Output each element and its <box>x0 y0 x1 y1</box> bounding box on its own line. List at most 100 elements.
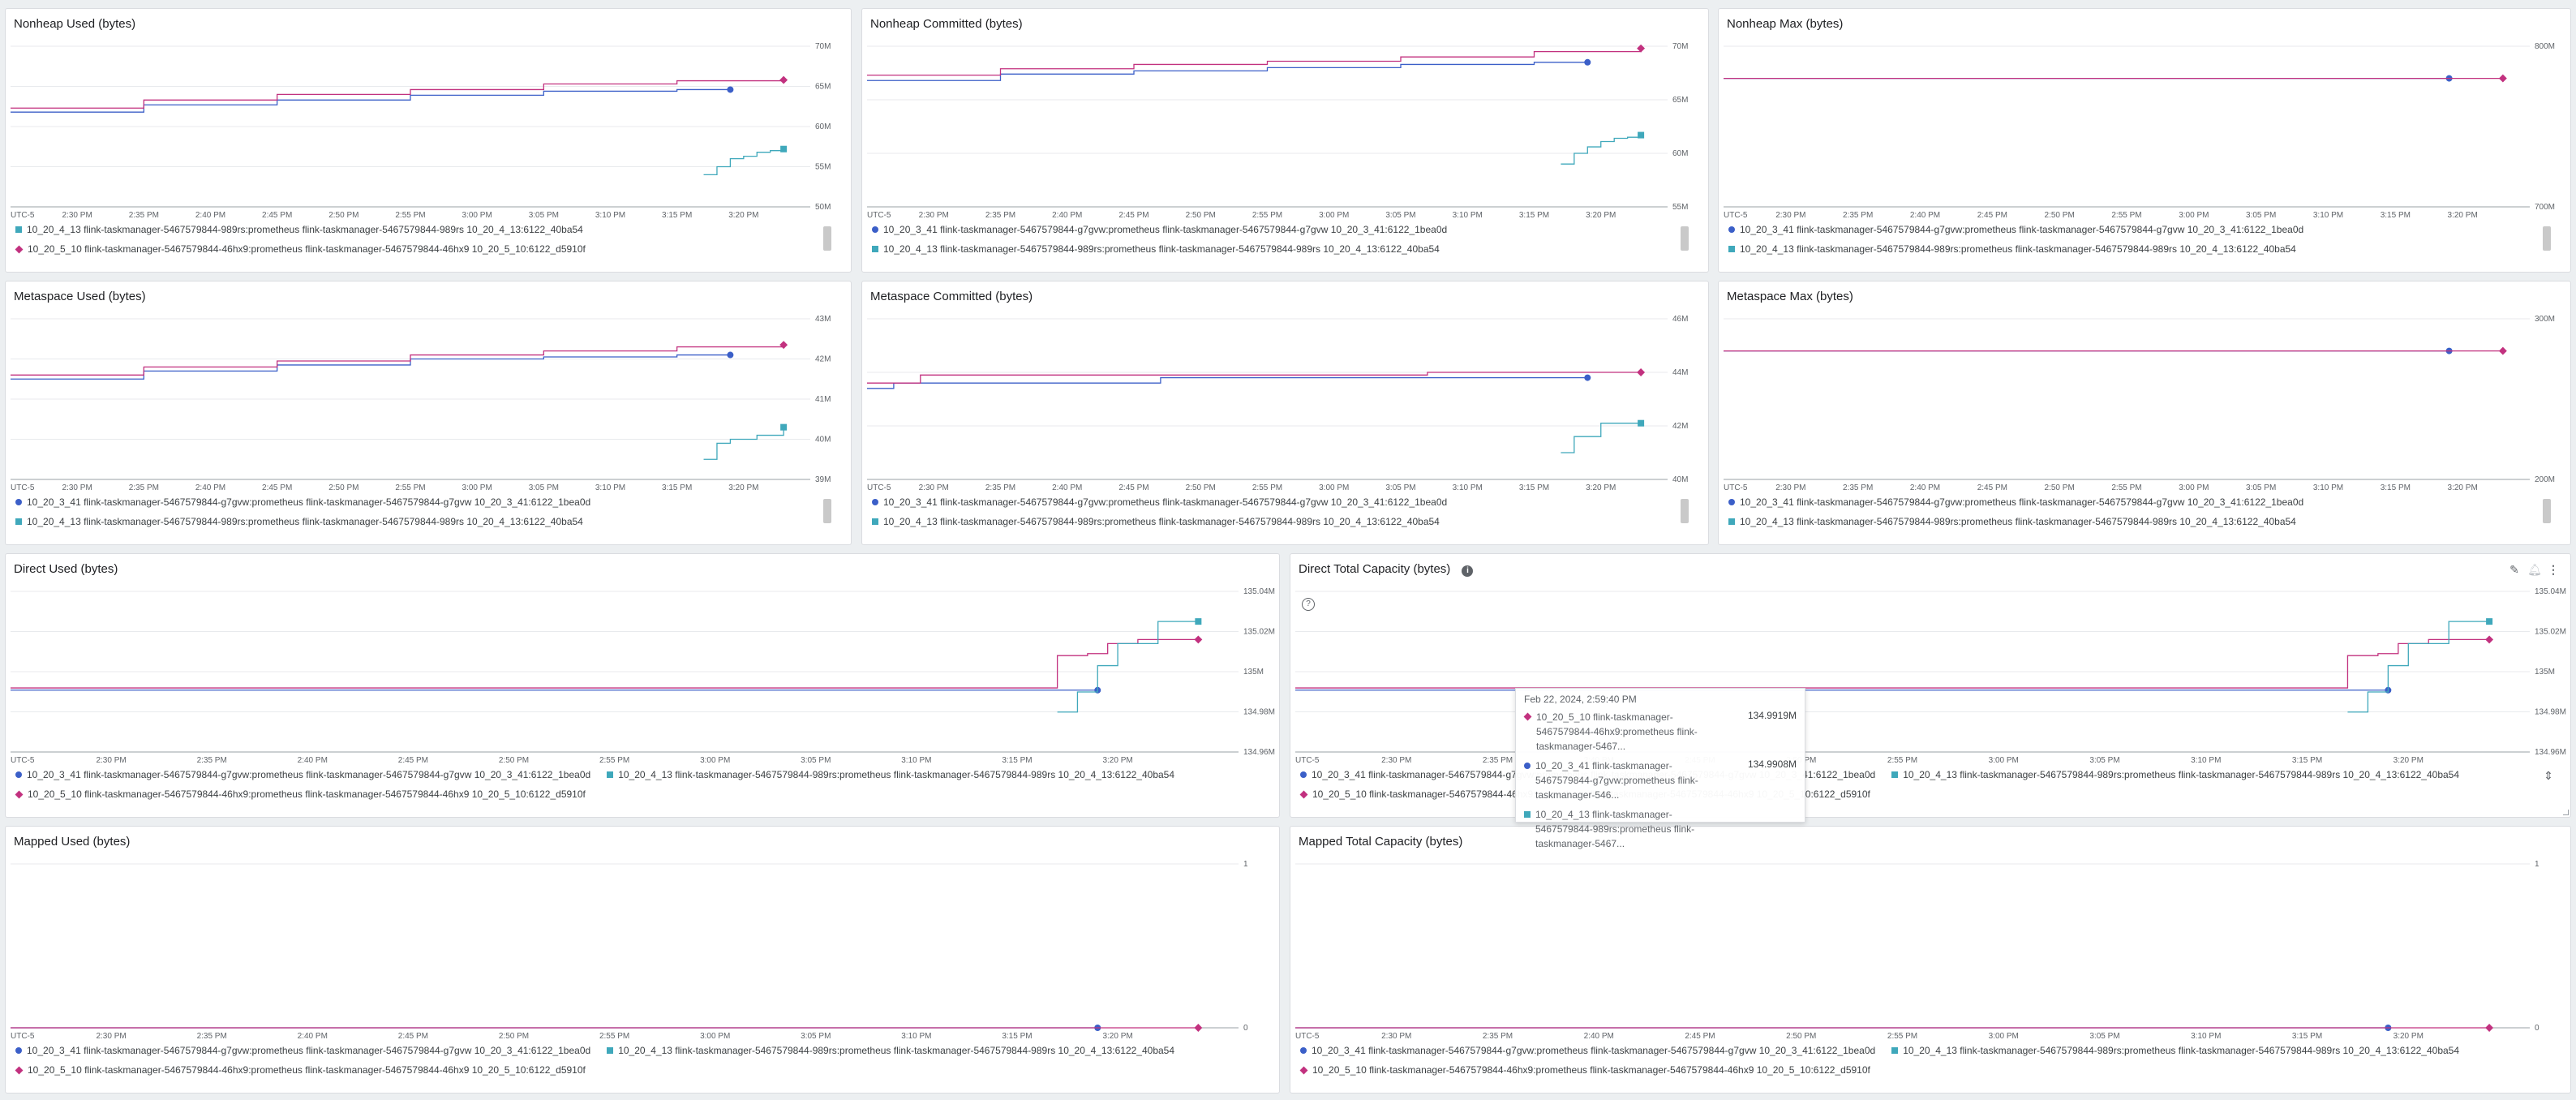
x-tick-label: 2:45 PM <box>398 1032 428 1041</box>
x-tick-label: 2:55 PM <box>1252 483 1282 492</box>
series-marker-s_5_10 <box>2485 635 2494 644</box>
legend-item[interactable]: 10_20_4_13 flink-taskmanager-5467579844-… <box>872 512 1440 531</box>
expand-legend-icon[interactable]: ⇕ <box>2544 769 2553 782</box>
panel-nonheap-used: Nonheap Used (bytes) 50M 55M 60M 65M 70M UTC-… <box>5 8 852 273</box>
x-tick-label: 2:35 PM <box>1483 1032 1513 1041</box>
series-line-s_5_10 <box>1295 638 2490 689</box>
x-tick-label: 2:50 PM <box>499 1032 529 1041</box>
resize-handle-icon[interactable] <box>2563 810 2569 815</box>
legend-item[interactable]: 10_20_4_13 flink-taskmanager-5467579844-… <box>1891 1041 2459 1060</box>
series-line-s_5_10 <box>867 372 1642 384</box>
legend-item[interactable]: 10_20_3_41 flink-taskmanager-5467579844-… <box>15 1041 590 1060</box>
x-tick-label: 3:10 PM <box>2191 756 2221 765</box>
tooltip-row: 10_20_5_10 flink-taskmanager-5467579844-… <box>1523 710 1797 754</box>
chart-legend: 10_20_3_41 flink-taskmanager-5467579844-… <box>872 220 1669 259</box>
x-tick-label: 2:35 PM <box>129 211 159 220</box>
legend-scrollbar[interactable] <box>1681 226 1689 251</box>
legend-item[interactable]: 10_20_5_10 flink-taskmanager-5467579844-… <box>15 784 586 804</box>
x-tick-label: UTC-5 <box>867 211 891 220</box>
x-tick-label: 2:40 PM <box>1910 211 1940 220</box>
legend-item[interactable]: 10_20_4_13 flink-taskmanager-5467579844-… <box>872 239 1440 259</box>
legend-item[interactable]: 10_20_3_41 flink-taskmanager-5467579844-… <box>1300 1041 1875 1060</box>
x-tick-label: 3:15 PM <box>2292 1032 2322 1041</box>
x-tick-label: 2:55 PM <box>1887 1032 1917 1041</box>
x-tick-label: 3:20 PM <box>1586 211 1616 220</box>
x-tick-label: UTC-5 <box>1295 756 1320 765</box>
legend-item[interactable]: 10_20_3_41 flink-taskmanager-5467579844-… <box>872 492 1447 512</box>
panel-nonheap-committed: Nonheap Committed (bytes) 55M 60M 65M 70M UT… <box>861 8 1709 273</box>
legend-row: 10_20_3_41 flink-taskmanager-5467579844-… <box>1728 492 2531 512</box>
more-vert-icon[interactable]: ⋮ <box>2548 563 2559 576</box>
help-icon[interactable]: ? <box>1302 598 1315 611</box>
chart-legend: 10_20_3_41 flink-taskmanager-5467579844-… <box>1728 220 2531 259</box>
legend-symbol <box>872 499 878 505</box>
chart-legend: 10_20_3_41 flink-taskmanager-5467579844-… <box>15 765 1240 804</box>
bell-icon[interactable]: 🔔︎ <box>2527 563 2542 576</box>
legend-item[interactable]: 10_20_5_10 flink-taskmanager-5467579844-… <box>15 239 586 259</box>
legend-item[interactable]: 10_20_4_13 flink-taskmanager-5467579844-… <box>1728 512 2296 531</box>
x-tick-label: 3:15 PM <box>1519 483 1549 492</box>
x-tick-label: UTC-5 <box>1724 483 1748 492</box>
x-tick-label: 2:40 PM <box>195 483 225 492</box>
y-tick-label: 44M <box>1672 368 1688 377</box>
x-tick-label: 3:20 PM <box>2448 483 2478 492</box>
legend-label: 10_20_3_41 flink-taskmanager-5467579844-… <box>1740 224 2304 235</box>
legend-scrollbar[interactable] <box>2543 226 2551 251</box>
legend-item[interactable]: 10_20_5_10 flink-taskmanager-5467579844-… <box>1299 1060 1870 1080</box>
legend-row: 10_20_3_41 flink-taskmanager-5467579844-… <box>15 492 812 512</box>
legend-label: 10_20_3_41 flink-taskmanager-5467579844-… <box>1740 496 2304 508</box>
legend-symbol <box>1728 226 1735 233</box>
legend-row: 10_20_3_41 flink-taskmanager-5467579844-… <box>1728 220 2531 239</box>
x-tick-label: 3:00 PM <box>1319 483 1349 492</box>
panel-title: Direct Used (bytes) <box>14 562 118 576</box>
legend-scrollbar[interactable] <box>823 499 831 523</box>
legend-scrollbar[interactable] <box>2543 499 2551 523</box>
x-tick-label: 3:05 PM <box>2246 211 2276 220</box>
legend-symbol <box>15 1047 22 1054</box>
y-tick-label: 46M <box>1672 315 1688 324</box>
legend-label: 10_20_4_13 flink-taskmanager-5467579844-… <box>618 769 1175 780</box>
hover-tooltip: Feb 22, 2024, 2:59:40 PM 10_20_5_10 flin… <box>1515 688 1805 849</box>
panel-mapped-used: Mapped Used (bytes) 0 1 UTC-5 2:30 PM 2:35 P… <box>5 826 1280 1094</box>
x-tick-label: 2:45 PM <box>262 211 292 220</box>
legend-item[interactable]: 10_20_3_41 flink-taskmanager-5467579844-… <box>15 492 590 512</box>
x-tick-label: 3:05 PM <box>2089 1032 2119 1041</box>
legend-item[interactable]: 10_20_3_41 flink-taskmanager-5467579844-… <box>15 765 590 784</box>
tooltip-series: 10_20_4_13 flink-taskmanager-5467579844-… <box>1524 807 1722 851</box>
panel-metaspace-max: Metaspace Max (bytes) 200M 300M UTC-5 2:30 … <box>1718 281 2571 545</box>
x-tick-label: 2:40 PM <box>1052 211 1082 220</box>
legend-row: 10_20_4_13 flink-taskmanager-5467579844-… <box>15 220 812 239</box>
legend-label: 10_20_4_13 flink-taskmanager-5467579844-… <box>1903 1045 2460 1056</box>
x-tick-label: 2:45 PM <box>1977 483 2007 492</box>
series-marker-s_5_10 <box>2485 1024 2494 1032</box>
x-tick-label: 3:10 PM <box>2313 211 2343 220</box>
y-tick-label: 0 <box>2535 1024 2540 1033</box>
x-tick-label: 3:20 PM <box>728 211 758 220</box>
legend-item[interactable]: 10_20_5_10 flink-taskmanager-5467579844-… <box>15 1060 586 1080</box>
legend-item[interactable]: 10_20_4_13 flink-taskmanager-5467579844-… <box>607 1041 1174 1060</box>
legend-scrollbar[interactable] <box>823 226 831 251</box>
x-tick-label: 2:35 PM <box>1843 483 1873 492</box>
chart-legend: 10_20_3_41 flink-taskmanager-5467579844-… <box>15 492 812 531</box>
x-tick-label: 3:00 PM <box>700 756 730 765</box>
legend-symbol <box>1299 790 1308 798</box>
legend-item[interactable]: 10_20_3_41 flink-taskmanager-5467579844-… <box>872 220 1447 239</box>
legend-item[interactable]: 10_20_3_41 flink-taskmanager-5467579844-… <box>1728 492 2303 512</box>
info-icon[interactable]: i <box>1462 565 1474 577</box>
x-tick-label: 2:30 PM <box>1775 211 1805 220</box>
legend-item[interactable]: 10_20_4_13 flink-taskmanager-5467579844-… <box>15 512 583 531</box>
x-tick-label: 3:15 PM <box>2381 483 2411 492</box>
x-tick-label: 3:00 PM <box>462 211 492 220</box>
legend-item[interactable]: 10_20_4_13 flink-taskmanager-5467579844-… <box>607 765 1174 784</box>
legend-scrollbar[interactable] <box>1681 499 1689 523</box>
legend-item[interactable]: 10_20_3_41 flink-taskmanager-5467579844-… <box>1728 220 2303 239</box>
chart-svg: 39M 40M 41M 42M 43M UTC-5 2:30 PM 2:35 PM 2:40 P… <box>11 315 831 492</box>
x-tick-label: 2:55 PM <box>599 1032 629 1041</box>
legend-item[interactable]: 10_20_4_13 flink-taskmanager-5467579844-… <box>15 220 583 239</box>
x-tick-label: 3:10 PM <box>595 483 625 492</box>
legend-item[interactable]: 10_20_4_13 flink-taskmanager-5467579844-… <box>1891 765 2459 784</box>
x-tick-label: 2:45 PM <box>1685 1032 1715 1041</box>
edit-icon[interactable]: ✎ <box>2509 563 2519 576</box>
legend-item[interactable]: 10_20_4_13 flink-taskmanager-5467579844-… <box>1728 239 2296 259</box>
legend-row: 10_20_5_10 flink-taskmanager-5467579844-… <box>15 239 812 259</box>
